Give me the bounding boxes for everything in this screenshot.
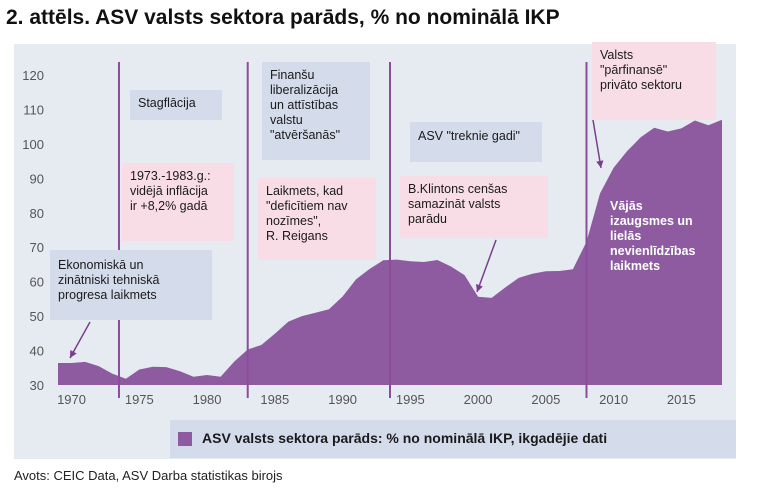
overfinance-line-3: privāto sektoru: [600, 78, 682, 92]
chart-legend: ASV valsts sektora parāds: % no nominālā…: [170, 420, 736, 458]
progress-arrow-head: [70, 350, 77, 358]
clinton-line-2: samazināt valsts: [408, 197, 501, 211]
overfinance-line-2: "pārfinansē": [600, 63, 668, 77]
y-tick-label: 60: [30, 275, 44, 290]
inflation-box: 1973.-1983.g.: vidējā inflācija ir +8,2%…: [122, 163, 234, 241]
x-tick-label: 2005: [531, 392, 560, 407]
x-tick-label: 1975: [125, 392, 154, 407]
weak-growth-line-4: nevienlīdzības: [610, 244, 696, 258]
progress-era-box: Ekonomiskā un zinātniski tehniskā progre…: [50, 250, 212, 320]
clinton-line-3: parādu: [408, 212, 447, 226]
liberalization-line-2: liberalizācija: [270, 83, 339, 97]
y-tick-label: 50: [30, 309, 44, 324]
x-tick-label: 2010: [599, 392, 628, 407]
y-tick-label: 110: [23, 102, 44, 117]
x-tick-label: 1990: [328, 392, 357, 407]
y-tick-label: 80: [30, 206, 44, 221]
reagan-line-2: "deficītiem nav: [266, 199, 348, 213]
progress-line-1: Ekonomiskā un: [58, 258, 144, 272]
liberalization-line-5: "atvēršanās": [270, 128, 341, 142]
y-tick-label: 70: [30, 240, 44, 255]
fat-years-text: ASV "treknie gadi": [418, 129, 520, 143]
weak-growth-line-3: lielās: [610, 229, 642, 243]
progress-line-2: zinātniski tehniskā: [58, 273, 160, 287]
x-tick-label: 1985: [260, 392, 289, 407]
liberalization-line-3: un attīstības: [270, 98, 339, 112]
weak-growth-text: Vājās izaugsmes un lielās nevienlīdzības…: [610, 199, 695, 274]
stagflation-box: Stagflācija: [130, 90, 222, 120]
reagan-line-3: nozīmes",: [266, 214, 322, 228]
overfinance-line-1: Valsts: [600, 48, 634, 62]
reagan-box: Laikmets, kad "deficītiem nav nozīmes", …: [258, 178, 376, 260]
y-tick-label: 120: [22, 68, 44, 83]
overfinance-arrow: [592, 119, 602, 169]
y-tick-label: 90: [30, 171, 44, 186]
stagflation-text: Stagflācija: [138, 96, 196, 110]
overfinance-box: Valsts "pārfinansē" privāto sektoru: [592, 42, 716, 120]
chart-title: 2. attēls. ASV valsts sektora parāds, % …: [6, 6, 560, 29]
reagan-line-4: R. Reigans: [266, 229, 328, 243]
overfinance-arrow-head: [596, 160, 604, 168]
weak-growth-line-1: Vājās: [610, 199, 643, 213]
x-tick-label: 2015: [667, 392, 696, 407]
fat-years-box: ASV "treknie gadi": [410, 122, 542, 162]
clinton-arrow-head: [476, 284, 483, 292]
legend-label: ASV valsts sektora parāds: % no nominālā…: [202, 430, 608, 446]
weak-growth-line-5: laikmets: [610, 259, 661, 273]
liberalization-box: Finanšu liberalizācija un attīstības val…: [262, 62, 370, 160]
weak-growth-line-2: izaugsmes un: [610, 214, 693, 228]
inflation-line-3: ir +8,2% gadā: [130, 199, 208, 213]
reagan-line-1: Laikmets, kad: [266, 184, 344, 198]
source-note: Avots: CEIC Data, ASV Darba statistikas …: [14, 468, 283, 483]
liberalization-line-1: Finanšu: [270, 68, 315, 82]
inflation-line-1: 1973.-1983.g.:: [130, 169, 211, 183]
legend-swatch: [178, 432, 192, 446]
clinton-box: B.Klintons cenšas samazināt valsts parād…: [400, 176, 548, 238]
liberalization-line-4: valstu: [270, 113, 303, 127]
x-tick-label: 1995: [396, 392, 425, 407]
x-tick-label: 1970: [57, 392, 86, 407]
debt-area: [58, 119, 722, 386]
inflation-line-2: vidējā inflācija: [130, 184, 208, 198]
x-tick-label: 1980: [193, 392, 222, 407]
y-tick-label: 40: [30, 344, 44, 359]
progress-line-3: progresa laikmets: [58, 288, 157, 302]
y-tick-label: 100: [22, 137, 44, 152]
clinton-line-1: B.Klintons cenšas: [408, 182, 508, 196]
y-tick-label: 30: [30, 378, 44, 393]
clinton-arrow: [476, 239, 497, 293]
x-tick-label: 2000: [464, 392, 493, 407]
